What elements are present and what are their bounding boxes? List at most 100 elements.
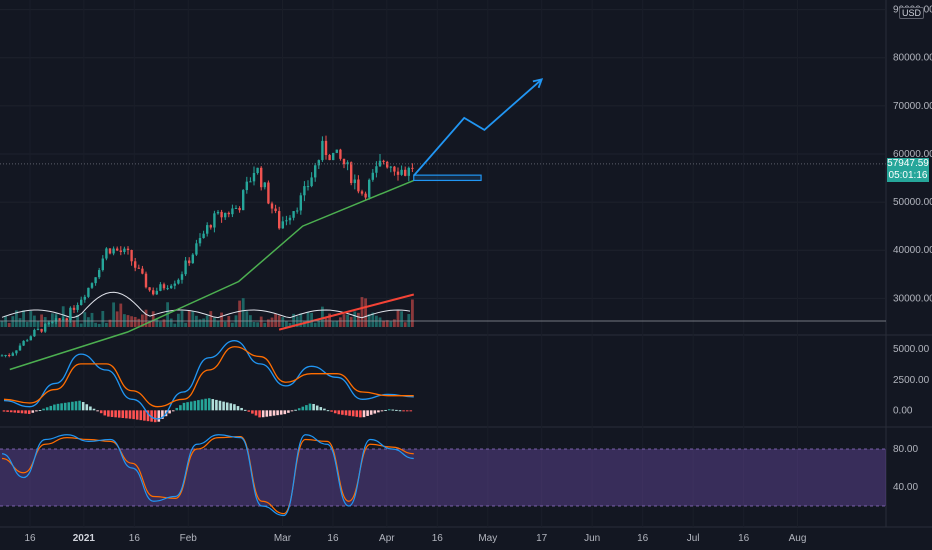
candle-body <box>11 353 14 356</box>
volume-bar <box>227 316 231 327</box>
macd-histogram-bar <box>53 404 56 411</box>
time-tick-label: 2021 <box>73 533 96 544</box>
candle-body <box>47 322 50 324</box>
volume-bar <box>11 316 15 327</box>
candle-body <box>141 268 144 274</box>
macd-histogram-bar <box>182 402 186 411</box>
candle-body <box>209 225 212 228</box>
macd-histogram-bar <box>301 406 305 411</box>
candle-body <box>51 321 54 323</box>
volume-bar <box>331 321 335 327</box>
candle-body <box>36 328 40 330</box>
macd-histogram-bar <box>384 409 387 411</box>
candle-body <box>339 149 342 159</box>
stochastic-band-fill <box>0 449 886 506</box>
volume-bar <box>173 323 177 327</box>
candle-body <box>166 288 169 290</box>
volume-bar <box>144 309 148 327</box>
macd-histogram-bar <box>6 410 9 412</box>
candle-body <box>335 149 338 153</box>
macd-histogram-bar <box>287 410 290 413</box>
volume-bar <box>256 322 259 327</box>
candle-body <box>346 162 349 165</box>
macd-histogram-bar <box>168 410 171 414</box>
volume-bar <box>25 321 29 327</box>
candle-body <box>170 285 173 289</box>
stochastic-k-line <box>1 434 414 517</box>
candle-body <box>227 212 230 215</box>
macd-histogram-bar <box>377 410 380 413</box>
candle-body <box>144 273 148 288</box>
drawing-tools[interactable] <box>413 78 544 182</box>
volume-bar <box>151 311 155 327</box>
volume-bar <box>112 302 115 327</box>
macd-histogram-bar <box>283 410 287 415</box>
macd-histogram-bar <box>225 402 229 411</box>
macd-histogram-bar <box>261 410 265 418</box>
macd-histogram-bar <box>103 410 107 416</box>
macd-histogram-bar <box>409 410 413 412</box>
volume-bar <box>403 322 407 327</box>
macd-histogram-bar <box>45 407 49 411</box>
candle-body <box>76 305 79 310</box>
macd-histogram-bar <box>330 410 333 412</box>
current-price-value: 57947.59 <box>887 157 929 169</box>
candle-body <box>220 211 223 218</box>
volume-bar <box>198 319 202 327</box>
volume-bar <box>367 314 371 327</box>
volume-bar <box>274 313 277 327</box>
volume-bar <box>43 317 47 327</box>
macd-histogram-bar <box>67 402 71 411</box>
macd-tick-label: 2500.00 <box>893 375 930 386</box>
macd-histogram-bar <box>233 404 236 411</box>
volume-bar <box>180 310 184 327</box>
candle-body <box>94 277 97 284</box>
candle-body <box>206 225 209 234</box>
candle-body <box>29 336 32 341</box>
volume-bar <box>87 317 90 327</box>
candle-body <box>238 208 241 211</box>
candle-body <box>116 248 119 251</box>
candle-body <box>242 190 245 211</box>
macd-histogram-bar <box>56 403 60 411</box>
volume-bar <box>65 317 69 327</box>
candlestick-series <box>0 135 414 358</box>
volume-bar <box>259 316 263 327</box>
macd-histogram-bar <box>117 410 121 418</box>
volume-bar <box>389 321 393 327</box>
time-tick-label: 16 <box>24 533 36 544</box>
candle-body <box>184 260 187 275</box>
candle-body <box>263 182 266 188</box>
volume-bar <box>195 315 198 327</box>
macd-histogram-bar <box>297 408 301 411</box>
candle-body <box>267 182 270 204</box>
volume-bar <box>353 311 357 327</box>
volume-bar <box>313 322 317 327</box>
currency-label[interactable]: USD <box>899 7 925 19</box>
time-tick-label: Mar <box>274 533 292 544</box>
macd-histogram-bar <box>146 410 150 422</box>
volume-bar <box>169 318 173 327</box>
stochastic-d-line <box>1 436 414 515</box>
time-tick-label: Aug <box>789 533 807 544</box>
volume-bar <box>241 298 245 327</box>
macd-histogram-bar <box>362 410 366 418</box>
bar-countdown: 05:01:16 <box>888 169 928 181</box>
macd-histogram-bar <box>31 410 35 413</box>
volume-bar <box>411 299 414 327</box>
candle-body <box>386 161 389 168</box>
time-tick-label: Feb <box>180 533 198 544</box>
candle-body <box>152 290 155 295</box>
volume-bar <box>349 316 353 327</box>
volume-bar <box>378 317 382 327</box>
price-tick-label: 40000.00 <box>893 245 932 256</box>
candle-body <box>101 258 104 271</box>
candle-body <box>33 329 36 337</box>
volume-bar <box>108 319 112 327</box>
candle-body <box>375 166 378 173</box>
candle-body <box>224 212 227 218</box>
volume-bar <box>133 316 137 327</box>
volume-bar <box>137 318 141 327</box>
macd-histogram-bar <box>2 410 6 412</box>
